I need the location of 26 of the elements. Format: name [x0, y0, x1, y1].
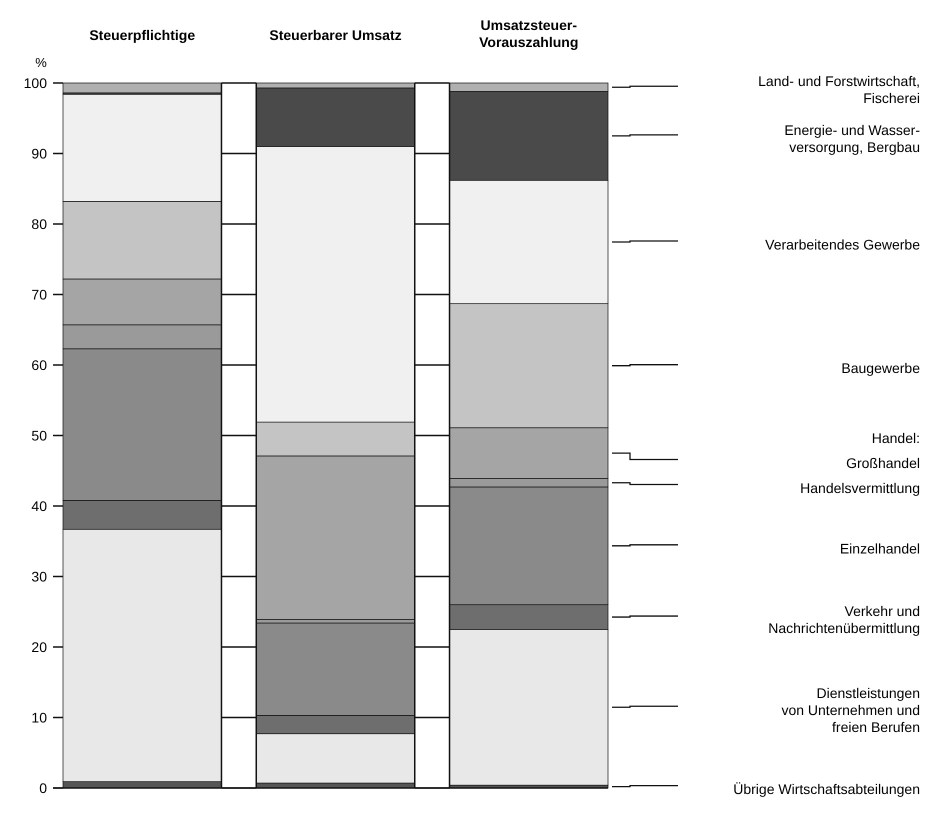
y-tick-label: 50: [31, 428, 48, 444]
y-tick-label: 70: [31, 286, 48, 302]
y-tick-label: 90: [31, 146, 48, 162]
text: Übrige Wirtschaftsabteilungen: [733, 781, 920, 798]
y-tick-label: 20: [31, 639, 48, 655]
y-tick-label: 30: [31, 568, 48, 584]
text: Baugewerbe: [841, 360, 920, 376]
text: Dienstleistungen von Unternehmen und freien Berufen: [781, 684, 920, 735]
x-tick-label: Steuerbarer Umsatz: [269, 27, 402, 43]
y-tick-label: 100: [24, 75, 48, 91]
text: Land- und Forstwirtschaft, Fischerei: [758, 73, 920, 106]
y-tick-label: 60: [31, 357, 48, 373]
y-axis-title: %: [35, 55, 48, 70]
text: Handelsvermittlung: [800, 480, 920, 496]
text: Einzelhandel: [840, 540, 920, 556]
y-tick-label: 10: [31, 710, 48, 726]
text: Verarbeitendes Gewerbe: [765, 236, 920, 252]
x-tick-label: Steuerpflichtige: [89, 27, 196, 43]
text: Handel:: [872, 430, 920, 446]
y-tick-label: 0: [39, 780, 48, 796]
text: Verkehr und Nachrichtenübermittlung: [768, 603, 920, 636]
text: Großhandel: [846, 455, 920, 471]
y-tick-label: 40: [31, 498, 48, 514]
text: Energie- und Wasser- versorgung, Bergbau: [784, 122, 920, 155]
y-tick-label: 80: [31, 216, 48, 232]
x-tick-label: Umsatzsteuer- Vorauszahlung: [479, 17, 578, 50]
